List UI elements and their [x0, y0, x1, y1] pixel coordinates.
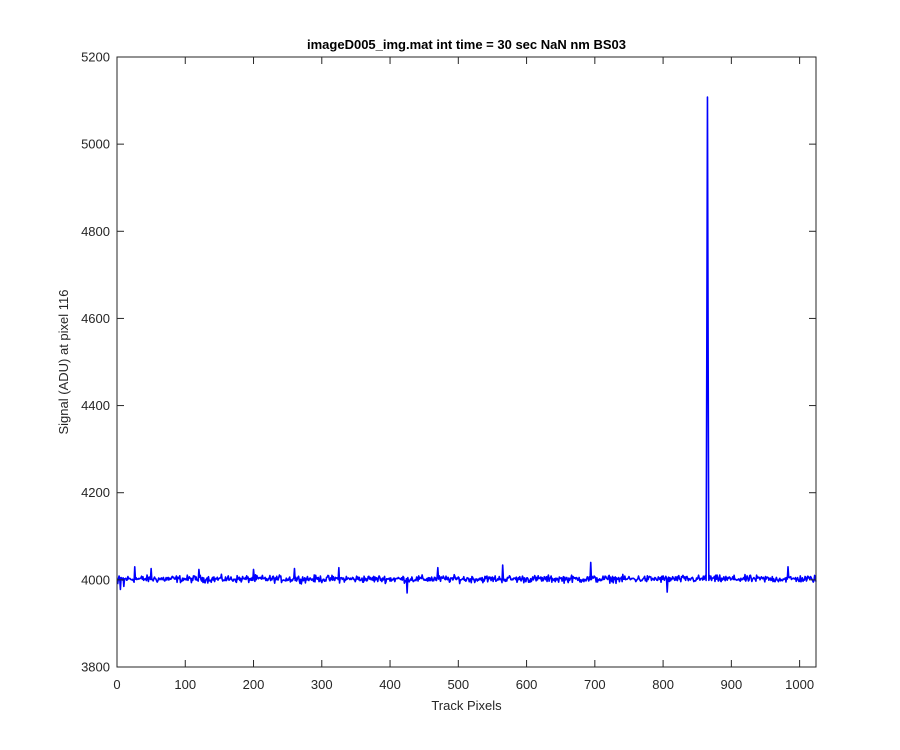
tick-layer: 0 100 200 300 400 500 600 700 800 900 1000 3800 4000…	[81, 50, 816, 692]
x-tick-label: 1000	[785, 677, 814, 692]
y-tick-label: 4400	[81, 398, 110, 413]
y-axis-label: Signal (ADU) at pixel 116	[56, 290, 71, 435]
x-axis-label: Track Pixels	[431, 698, 502, 713]
x-tick-label: 700	[584, 677, 606, 692]
series-line	[116, 96, 817, 594]
x-tick-label: 800	[652, 677, 674, 692]
chart-title: imageD005_img.mat int time = 30 sec NaN …	[307, 37, 626, 52]
x-tick-label: 100	[174, 677, 196, 692]
plot-area	[117, 57, 816, 667]
y-tick-label: 4200	[81, 485, 110, 500]
y-tick-label: 4600	[81, 311, 110, 326]
x-tick-label: 0	[113, 677, 120, 692]
x-tick-label: 500	[447, 677, 469, 692]
x-tick-label: 200	[243, 677, 265, 692]
y-tick-label: 3800	[81, 660, 110, 675]
x-tick-label: 900	[721, 677, 743, 692]
x-tick-label: 400	[379, 677, 401, 692]
x-tick-label: 600	[516, 677, 538, 692]
y-tick-label: 4000	[81, 572, 110, 587]
y-tick-label: 5000	[81, 137, 110, 152]
x-tick-label: 300	[311, 677, 333, 692]
axes-frame	[116, 56, 817, 668]
y-tick-label: 5200	[81, 50, 110, 65]
series-layer	[116, 96, 817, 594]
y-tick-label: 4800	[81, 224, 110, 239]
